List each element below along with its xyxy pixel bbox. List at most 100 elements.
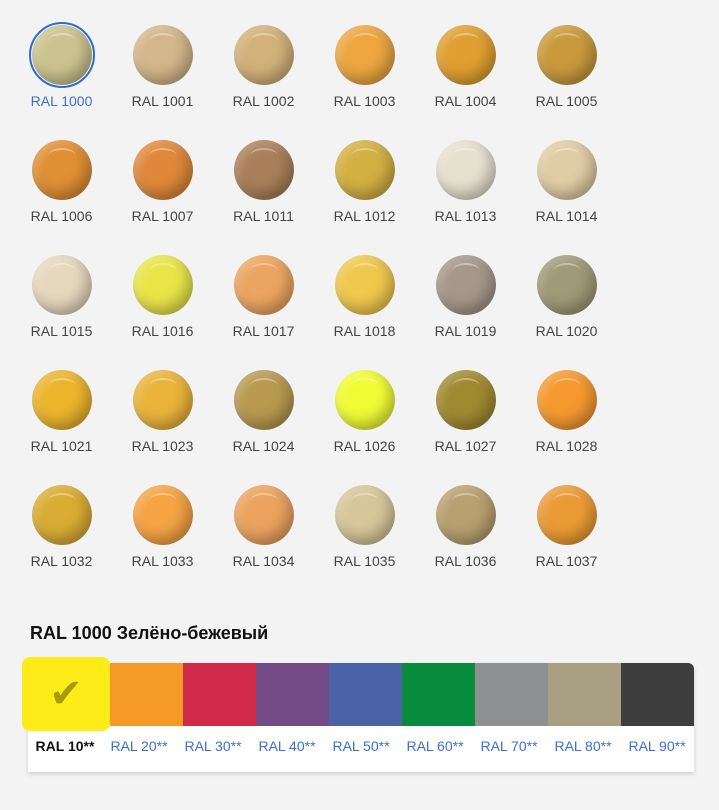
color-group-tab[interactable]: RAL 50** xyxy=(332,738,390,754)
color-option[interactable]: RAL 1014 xyxy=(516,137,617,252)
color-option[interactable]: RAL 1004 xyxy=(415,22,516,137)
color-option[interactable]: RAL 1037 xyxy=(516,482,617,597)
color-option[interactable]: RAL 1018 xyxy=(314,252,415,367)
color-label: RAL 1016 xyxy=(131,323,194,339)
color-group-swatch[interactable] xyxy=(402,663,475,726)
color-group-swatch[interactable] xyxy=(475,663,548,726)
checkmark-icon: ✔ xyxy=(49,672,83,716)
color-group-tab[interactable]: RAL 30** xyxy=(184,738,242,754)
color-sphere xyxy=(31,25,92,85)
color-grid: RAL 1000 RAL 1001 RAL 1002 RAL 1003 RAL 1004… xyxy=(11,22,631,597)
color-option[interactable]: RAL 1005 xyxy=(516,22,617,137)
color-group-swatches: ✔ xyxy=(22,657,694,731)
color-swatch-ring xyxy=(231,367,297,433)
color-group-swatch[interactable] xyxy=(329,663,402,726)
color-label: RAL 1015 xyxy=(30,323,93,339)
color-label: RAL 1027 xyxy=(434,438,497,454)
color-group-tab[interactable]: RAL 90** xyxy=(628,738,686,754)
color-option[interactable]: RAL 1007 xyxy=(112,137,213,252)
color-sphere xyxy=(536,25,597,85)
color-option[interactable]: RAL 1032 xyxy=(11,482,112,597)
color-label: RAL 1032 xyxy=(30,553,93,569)
color-sphere xyxy=(435,140,496,200)
color-option[interactable]: RAL 1033 xyxy=(112,482,213,597)
color-sphere xyxy=(132,485,193,545)
color-label: RAL 1007 xyxy=(131,208,194,224)
color-option[interactable]: RAL 1015 xyxy=(11,252,112,367)
color-group-swatch[interactable] xyxy=(621,663,694,726)
color-option[interactable]: RAL 1034 xyxy=(213,482,314,597)
color-label: RAL 1000 xyxy=(30,93,93,109)
color-swatch-ring xyxy=(332,22,398,88)
color-group-tab[interactable]: RAL 20** xyxy=(110,738,168,754)
color-sphere xyxy=(536,255,597,315)
color-sphere xyxy=(233,370,294,430)
color-sphere xyxy=(233,485,294,545)
color-label: RAL 1034 xyxy=(232,553,295,569)
color-sphere xyxy=(31,485,92,545)
color-sphere xyxy=(233,255,294,315)
color-group-swatch[interactable] xyxy=(548,663,621,726)
color-label: RAL 1011 xyxy=(233,208,294,224)
color-swatch-ring xyxy=(29,137,95,203)
color-sphere xyxy=(536,370,597,430)
color-swatch-ring xyxy=(433,22,499,88)
color-sphere xyxy=(334,25,395,85)
color-option[interactable]: RAL 1016 xyxy=(112,252,213,367)
color-group-tab[interactable]: RAL 40** xyxy=(258,738,316,754)
color-sphere xyxy=(435,485,496,545)
color-sphere xyxy=(132,25,193,85)
color-option[interactable]: RAL 1013 xyxy=(415,137,516,252)
color-swatch-ring xyxy=(534,482,600,548)
color-label: RAL 1023 xyxy=(131,438,194,454)
color-option[interactable]: RAL 1001 xyxy=(112,22,213,137)
color-swatch-ring xyxy=(534,367,600,433)
color-sphere xyxy=(334,255,395,315)
color-option[interactable]: RAL 1019 xyxy=(415,252,516,367)
color-label: RAL 1035 xyxy=(333,553,396,569)
color-option[interactable]: RAL 1026 xyxy=(314,367,415,482)
color-sphere xyxy=(132,370,193,430)
color-option[interactable]: RAL 1027 xyxy=(415,367,516,482)
color-group-swatch[interactable]: ✔ xyxy=(22,657,110,731)
color-swatch-ring xyxy=(534,252,600,318)
color-option[interactable]: RAL 1011 xyxy=(213,137,314,252)
color-group-tab[interactable]: RAL 60** xyxy=(406,738,464,754)
color-option[interactable]: RAL 1024 xyxy=(213,367,314,482)
color-option[interactable]: RAL 1003 xyxy=(314,22,415,137)
color-label: RAL 1028 xyxy=(535,438,598,454)
color-option[interactable]: RAL 1000 xyxy=(11,22,112,137)
color-label: RAL 1005 xyxy=(535,93,598,109)
color-label: RAL 1036 xyxy=(434,553,497,569)
color-option[interactable]: RAL 1021 xyxy=(11,367,112,482)
color-group-tab[interactable]: RAL 80** xyxy=(554,738,612,754)
color-group-swatch[interactable] xyxy=(256,663,329,726)
color-group-tab[interactable]: RAL 10** xyxy=(35,738,95,754)
color-group-swatch[interactable] xyxy=(183,663,256,726)
color-swatch-ring xyxy=(332,252,398,318)
color-option[interactable]: RAL 1017 xyxy=(213,252,314,367)
color-option[interactable]: RAL 1036 xyxy=(415,482,516,597)
color-label: RAL 1014 xyxy=(535,208,598,224)
color-label: RAL 1024 xyxy=(232,438,295,454)
color-swatch-ring xyxy=(130,22,196,88)
color-option[interactable]: RAL 1002 xyxy=(213,22,314,137)
color-sphere xyxy=(435,370,496,430)
color-label: RAL 1033 xyxy=(131,553,194,569)
color-group-swatch[interactable] xyxy=(110,663,183,726)
color-sphere xyxy=(435,25,496,85)
color-option[interactable]: RAL 1023 xyxy=(112,367,213,482)
color-swatch-ring xyxy=(130,252,196,318)
color-swatch-ring xyxy=(231,252,297,318)
color-option[interactable]: RAL 1035 xyxy=(314,482,415,597)
color-swatch-ring xyxy=(231,22,297,88)
selected-color-title: RAL 1000 Зелёно-бежевый xyxy=(30,623,269,643)
color-option[interactable]: RAL 1028 xyxy=(516,367,617,482)
color-sphere xyxy=(435,255,496,315)
color-option[interactable]: RAL 1020 xyxy=(516,252,617,367)
color-option[interactable]: RAL 1012 xyxy=(314,137,415,252)
color-swatch-ring xyxy=(231,137,297,203)
color-group-tab[interactable]: RAL 70** xyxy=(480,738,538,754)
color-swatch-ring xyxy=(130,367,196,433)
color-option[interactable]: RAL 1006 xyxy=(11,137,112,252)
